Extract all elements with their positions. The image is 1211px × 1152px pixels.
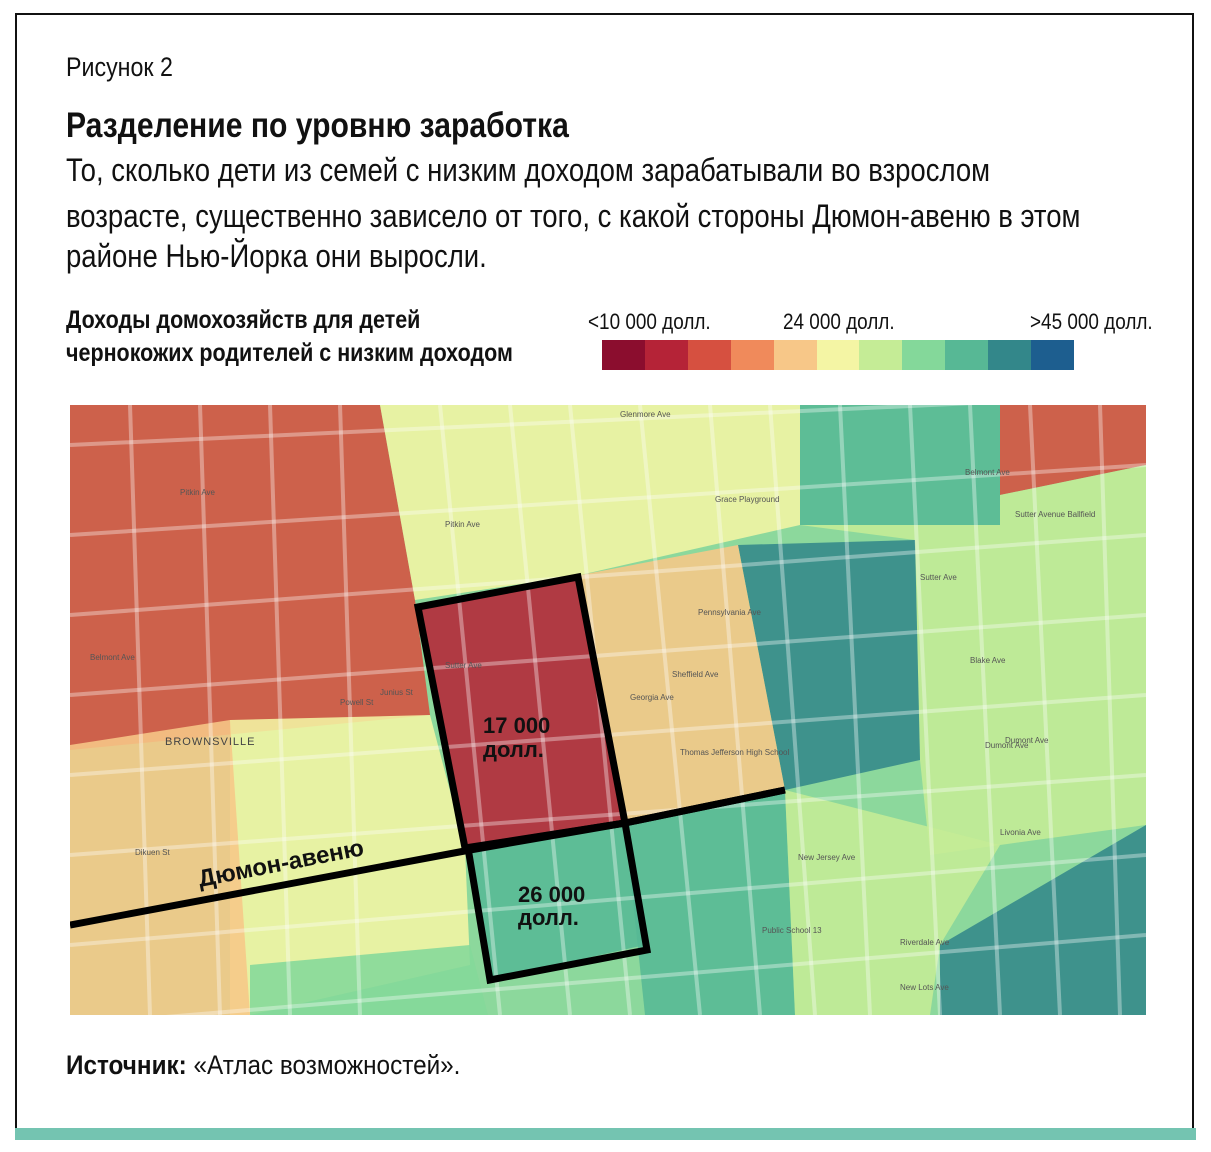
street-label: New Lots Ave [900, 983, 949, 992]
income-map: Glenmore Ave Pitkin Ave Grace Playground… [70, 405, 1146, 1015]
dumont-avenue-line-east [624, 786, 786, 827]
subtitle-line-3: районе Нью-Йорка они выросли. [66, 238, 487, 274]
tract-south-of-dumont [470, 823, 645, 980]
street-label: Georgia Ave [630, 693, 674, 702]
street-label: Pennsylvania Ave [698, 608, 762, 617]
north-value-line-1: 17 000 [483, 713, 550, 738]
legend-title-line-1: Доходы домохозяйств для детей [66, 306, 421, 334]
north-value-line-2: долл. [483, 737, 544, 762]
figure-frame [15, 13, 1194, 1135]
street-label: Sheffield Ave [672, 670, 719, 679]
street-label: Junius St [380, 688, 414, 697]
legend-swatch [988, 340, 1032, 370]
source-label: Источник: [66, 1050, 187, 1080]
street-label: Blake Ave [970, 656, 1006, 665]
street-label: Pitkin Ave [180, 488, 216, 497]
legend-swatch [644, 340, 688, 370]
tract-north-of-dumont [418, 575, 625, 848]
tract-northwest [70, 405, 430, 750]
tract-southeast [940, 825, 1146, 1015]
street-label: Public School 13 [762, 926, 822, 935]
tract-east [1000, 465, 1146, 845]
south-value-line-2: долл. [518, 905, 579, 930]
legend-swatch [1031, 340, 1074, 370]
subtitle-line-2: возрасте, существенно зависело от того, … [66, 198, 1081, 234]
bottom-accent-bar [15, 1128, 1196, 1140]
street-label: Grace Playground [715, 495, 779, 504]
street-label: Dumont Ave [1005, 736, 1049, 745]
tract-south-center [625, 790, 795, 1015]
legend-swatch [730, 340, 774, 370]
figure-label: Рисунок 2 [66, 52, 173, 82]
legend-label-high: >45 000 долл. [1030, 309, 1153, 334]
tract-north-east [800, 405, 1000, 525]
legend-swatch [816, 340, 860, 370]
street-label: Thomas Jefferson High School [680, 748, 789, 757]
tract-south-east-center [785, 790, 1000, 1015]
street-label: Belmont Ave [90, 653, 135, 662]
legend-swatch [859, 340, 903, 370]
street-label: New Jersey Ave [798, 853, 856, 862]
street-label: Pitkin Ave [445, 520, 481, 529]
tract-southwest-center [230, 715, 470, 1015]
legend-color-scale [602, 340, 1074, 370]
street-label: Riverdale Ave [900, 938, 950, 947]
legend-swatch [773, 340, 817, 370]
street-label: Sutter Avenue Ballfield [1015, 510, 1095, 519]
legend-swatch [687, 340, 731, 370]
street-label: Belmont Ave [965, 468, 1010, 477]
street-label: Glenmore Ave [620, 410, 671, 419]
legend-label-low: <10 000 долл. [588, 309, 711, 334]
figure-title: Разделение по уровню заработка [66, 106, 569, 145]
source-text: «Атлас возможностей». [186, 1050, 461, 1080]
tract-orange-block [580, 545, 785, 825]
street-label: Livonia Ave [1000, 828, 1041, 837]
subtitle-line-1: То, сколько дети из семей с низким доход… [66, 152, 991, 188]
tract-east-center [800, 525, 1000, 855]
south-highlight-box [463, 819, 652, 985]
tract-teal-block [738, 540, 920, 790]
street-label: Dikuen St [135, 848, 170, 857]
legend-title-line-2: чернокожих родителей с низким доходом [66, 339, 513, 367]
street-label: Dumont Ave [985, 741, 1029, 750]
legend-swatch [602, 340, 645, 370]
legend-swatch [945, 340, 989, 370]
street-label: Powell St [340, 698, 374, 707]
street-label: Sutter Ave [920, 573, 957, 582]
south-value-line-1: 26 000 [518, 882, 585, 907]
tract-north-center [380, 405, 800, 600]
district-label: BROWNSVILLE [165, 736, 255, 748]
tract-south [250, 945, 488, 1015]
legend-label-mid: 24 000 долл. [783, 309, 895, 334]
source-note: Источник: «Атлас возможностей». [66, 1050, 460, 1081]
street-label: Sutter Ave [445, 661, 482, 670]
legend-swatch [902, 340, 946, 370]
street-labels: Glenmore Ave Pitkin Ave Grace Playground… [90, 410, 1095, 992]
tract-southwest [70, 720, 250, 1015]
